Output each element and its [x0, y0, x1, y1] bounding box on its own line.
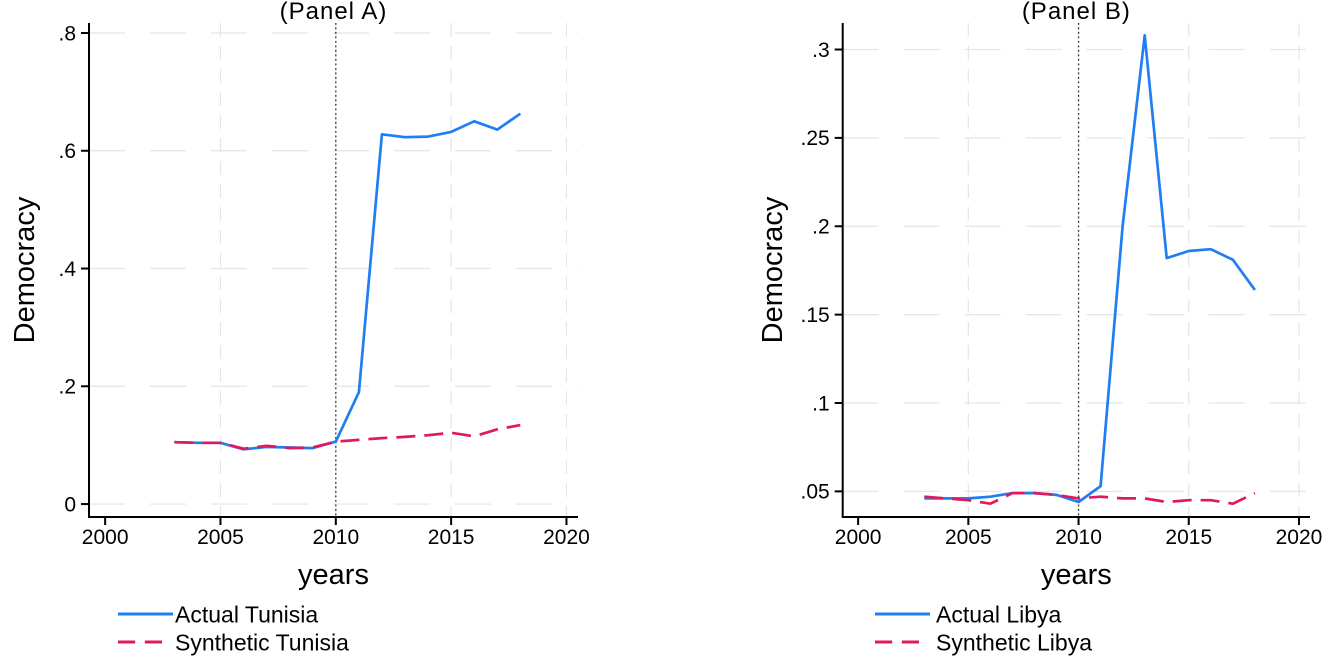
y-tick-label: 0	[64, 493, 76, 516]
panel-a-chart: 0 .2 .4 .6 .8 2000 2005 2010 2015 2020 (Panel A) ye…	[9, 0, 590, 655]
x-axis-label: years	[298, 559, 369, 591]
y-tick-label: .05	[800, 481, 829, 504]
legend-label-actual-libya: Actual Libya	[936, 601, 1062, 627]
y-tick-label: .1	[812, 392, 830, 415]
y-tick-label: .2	[812, 216, 830, 239]
y-tick-label: .2	[58, 376, 76, 399]
x-axis-label: years	[1041, 559, 1112, 591]
panel-b-chart: .05 .1 .15 .2 .25 .3 2000 2005 2010 2015 2020 (Pane…	[757, 0, 1323, 655]
x-tick-label: 2005	[945, 526, 992, 549]
legend-label-actual-tunisia: Actual Tunisia	[175, 601, 318, 627]
x-tick-label: 2015	[1165, 526, 1212, 549]
y-tick-label: .8	[58, 22, 76, 45]
y-tick-label: .3	[812, 39, 830, 62]
y-axis-label: Democracy	[9, 196, 41, 343]
x-tick-label: 2005	[197, 526, 244, 549]
y-axis-label: Democracy	[757, 196, 789, 343]
x-tick-label: 2000	[835, 526, 882, 549]
synthetic-libya-line	[924, 491, 1256, 506]
y-tick-label: .25	[800, 127, 829, 150]
panel-title: (Panel A)	[280, 0, 388, 25]
x-tick-label: 2020	[1276, 526, 1323, 549]
synthetic-tunisia-line	[174, 423, 521, 451]
x-tick-label: 2015	[428, 526, 475, 549]
x-tick-label: 2010	[312, 526, 359, 549]
x-tick-label: 2020	[543, 526, 590, 549]
y-tick-label: .15	[800, 304, 829, 327]
x-tick-label: 2010	[1055, 526, 1102, 549]
panel-title: (Panel B)	[1022, 0, 1131, 25]
legend-label-synthetic-tunisia: Synthetic Tunisia	[175, 629, 349, 655]
y-tick-label: .4	[58, 258, 76, 281]
y-tick-label: .6	[58, 140, 76, 163]
x-tick-label: 2000	[82, 526, 129, 549]
actual-tunisia-line	[174, 112, 522, 451]
legend-label-synthetic-libya: Synthetic Libya	[936, 629, 1092, 655]
actual-libya-line	[924, 34, 1256, 504]
